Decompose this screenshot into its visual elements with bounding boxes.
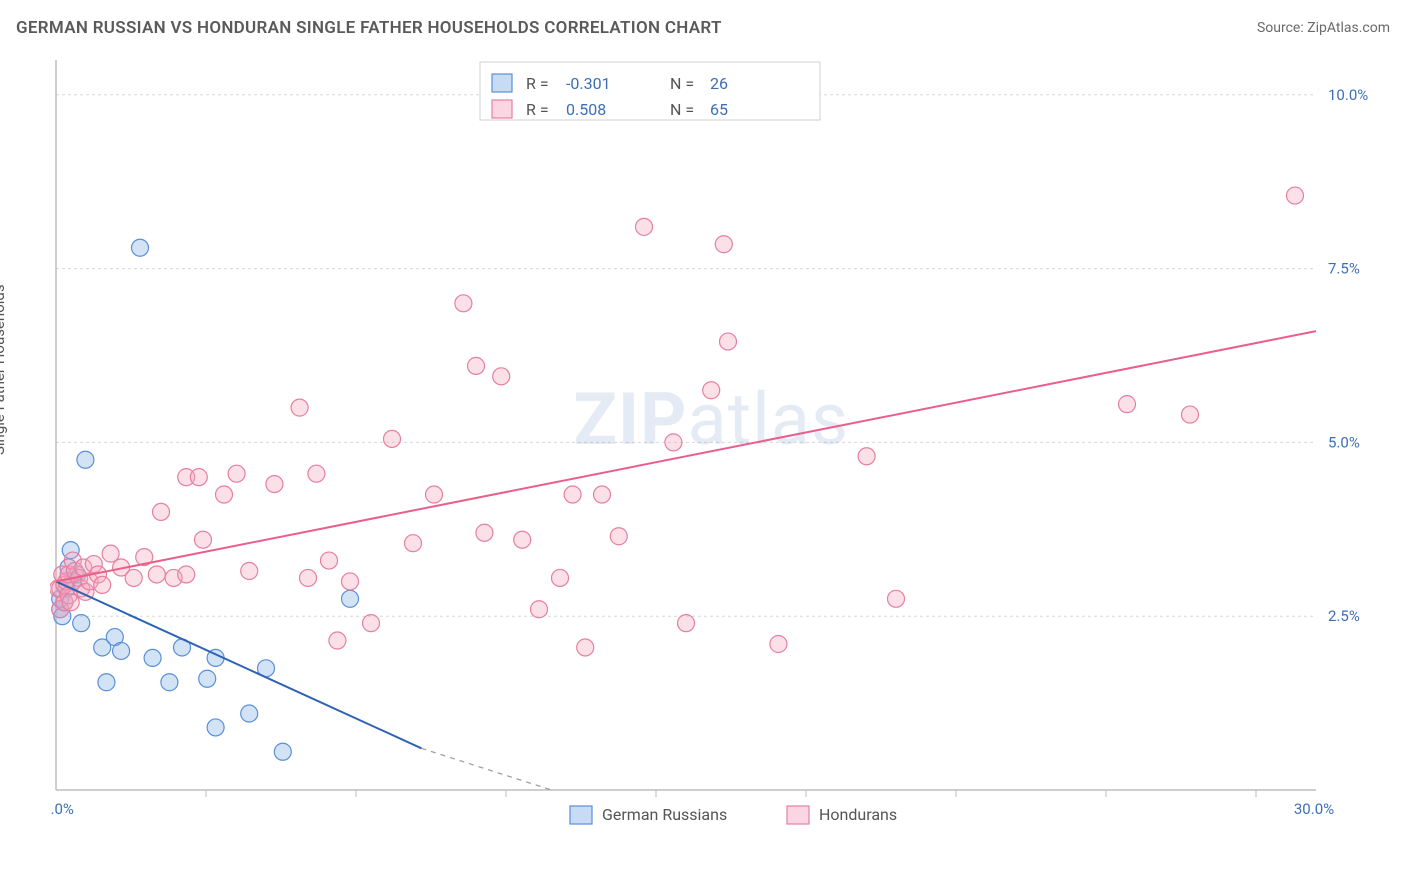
data-point (342, 590, 359, 607)
stat-n-label: N = (670, 74, 694, 93)
stats-swatch (492, 74, 512, 92)
chart-title: GERMAN RUSSIAN VS HONDURAN SINGLE FATHER… (16, 18, 722, 38)
data-point (665, 434, 682, 451)
data-point (148, 566, 165, 583)
data-point (132, 239, 149, 256)
data-point (199, 670, 216, 687)
data-point (770, 636, 787, 653)
data-point (594, 486, 611, 503)
y-axis-label: Single Father Households (0, 284, 8, 455)
data-point (703, 382, 720, 399)
stat-r-value: 0.508 (566, 100, 606, 119)
data-point (144, 649, 161, 666)
chart-header: GERMAN RUSSIAN VS HONDURAN SINGLE FATHER… (16, 18, 1390, 38)
stat-n-value: 26 (710, 74, 728, 93)
stat-n-value: 65 (710, 100, 728, 119)
data-point (888, 590, 905, 607)
data-point (216, 486, 233, 503)
data-point (610, 528, 627, 545)
data-point (552, 569, 569, 586)
data-point (300, 569, 317, 586)
data-point (207, 719, 224, 736)
legend-label: Hondurans (819, 805, 897, 824)
data-point (531, 601, 548, 618)
stat-r-label: R = (526, 74, 549, 93)
data-point (266, 476, 283, 493)
stat-r-label: R = (526, 100, 549, 119)
data-point (274, 743, 291, 760)
chart-area: 2.5%5.0%7.5%10.0%0.0%30.0%ZIPatlasR =-0.… (50, 58, 1386, 838)
data-point (291, 399, 308, 416)
data-point (493, 368, 510, 385)
legend-swatch (787, 806, 809, 824)
data-point (62, 594, 79, 611)
stat-n-label: N = (670, 100, 694, 119)
data-point (77, 451, 94, 468)
data-point (476, 524, 493, 541)
data-point (384, 430, 401, 447)
data-point (363, 615, 380, 632)
data-point (720, 333, 737, 350)
data-point (342, 573, 359, 590)
data-point (468, 357, 485, 374)
y-tick-label: 5.0% (1328, 433, 1360, 451)
data-point (577, 639, 594, 656)
data-point (153, 503, 170, 520)
data-point (94, 576, 111, 593)
x-tick-label: 0.0% (50, 800, 74, 818)
data-point (455, 295, 472, 312)
trend-line-blue (56, 581, 421, 748)
scatter-chart: 2.5%5.0%7.5%10.0%0.0%30.0%ZIPatlasR =-0.… (50, 58, 1386, 838)
data-point (102, 545, 119, 562)
data-point (190, 469, 207, 486)
trend-line-pink (56, 331, 1316, 581)
stat-r-value: -0.301 (566, 74, 611, 93)
data-point (113, 642, 130, 659)
data-point (564, 486, 581, 503)
data-point (678, 615, 695, 632)
data-point (178, 566, 195, 583)
data-point (1119, 396, 1136, 413)
data-point (715, 236, 732, 253)
trend-line-blue-dashed (421, 748, 551, 790)
data-point (321, 552, 338, 569)
data-point (98, 674, 115, 691)
data-point (308, 465, 325, 482)
data-point (1287, 187, 1304, 204)
y-tick-label: 2.5% (1328, 607, 1360, 625)
data-point (405, 535, 422, 552)
chart-source: Source: ZipAtlas.com (1257, 20, 1390, 36)
data-point (241, 705, 258, 722)
y-tick-label: 10.0% (1328, 86, 1368, 104)
data-point (161, 674, 178, 691)
data-point (426, 486, 443, 503)
legend-swatch (570, 806, 592, 824)
data-point (858, 448, 875, 465)
data-point (1182, 406, 1199, 423)
x-tick-label: 30.0% (1294, 800, 1334, 818)
data-point (514, 531, 531, 548)
stats-swatch (492, 100, 512, 118)
data-point (73, 615, 90, 632)
legend-label: German Russians (602, 805, 727, 824)
data-point (241, 563, 258, 580)
data-point (228, 465, 245, 482)
data-point (636, 218, 653, 235)
data-point (125, 569, 142, 586)
data-point (329, 632, 346, 649)
y-tick-label: 7.5% (1328, 260, 1360, 278)
data-point (195, 531, 212, 548)
